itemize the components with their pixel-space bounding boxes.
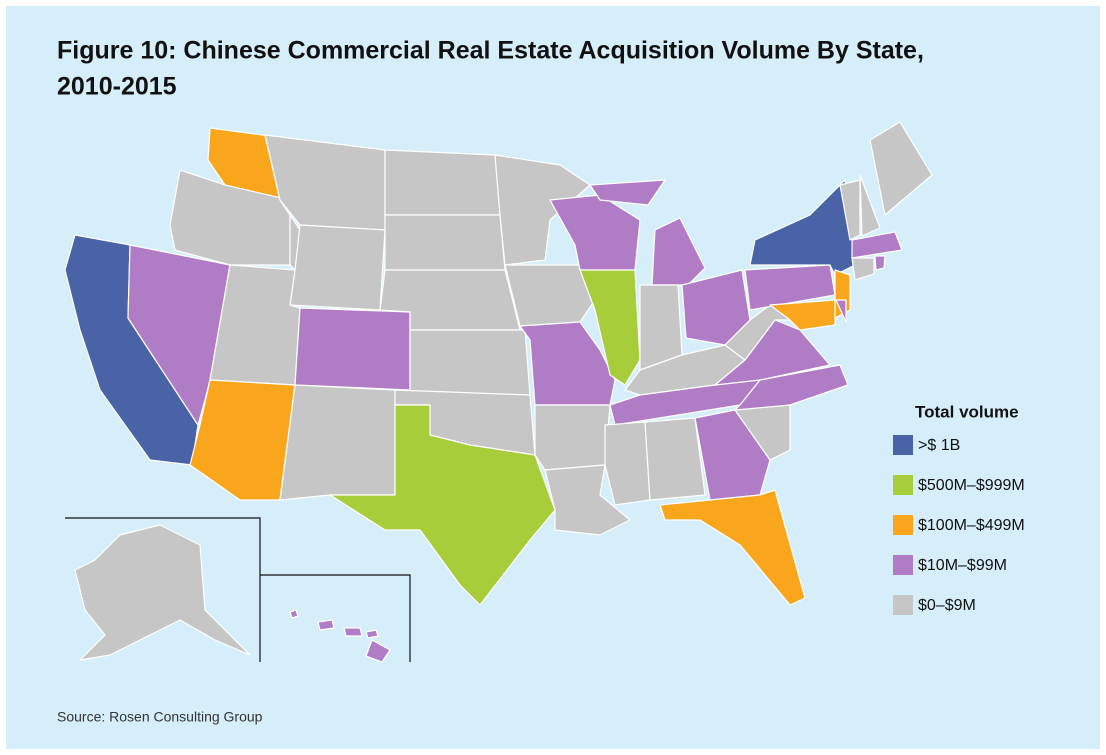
state <box>384 214 506 271</box>
state <box>279 384 396 501</box>
state <box>504 264 596 327</box>
state <box>859 174 881 237</box>
state <box>651 217 706 286</box>
source: Source: Rosen Consulting Group <box>57 709 263 725</box>
state <box>694 409 771 501</box>
legend-label: $500M–$999M <box>918 477 1025 494</box>
state <box>835 299 847 323</box>
state <box>659 489 806 606</box>
state <box>839 179 861 241</box>
legend: >$ 1B $500M–$999M $100M–$499M $10M–$99M $0–$… <box>893 435 1025 615</box>
state <box>343 627 363 637</box>
state <box>589 179 666 206</box>
legend-label: $0–$9M <box>918 597 976 614</box>
inset-border <box>65 517 261 662</box>
state <box>519 321 616 406</box>
legend-label: >$ 1B <box>918 437 960 454</box>
state <box>317 619 335 631</box>
state <box>169 169 291 266</box>
state <box>544 464 631 536</box>
state <box>869 121 933 216</box>
state <box>579 269 641 386</box>
legend-swatch <box>893 435 913 455</box>
state <box>74 524 251 661</box>
title-line: Figure 10: Chinese Commercial Real Estat… <box>57 37 924 65</box>
state <box>494 154 591 266</box>
state <box>384 149 501 216</box>
legend-swatch <box>893 555 913 575</box>
state <box>749 179 856 276</box>
state <box>365 639 391 663</box>
state <box>851 231 903 259</box>
state <box>644 417 706 501</box>
state <box>769 299 836 331</box>
state <box>294 307 411 391</box>
legend-title: Total volume <box>915 402 1019 421</box>
state <box>534 404 611 471</box>
state <box>409 329 531 396</box>
state <box>604 421 651 506</box>
inset-border <box>260 574 411 662</box>
state <box>874 255 886 271</box>
legend-swatch <box>893 515 913 535</box>
legend-swatch <box>893 595 913 615</box>
state <box>365 629 379 639</box>
legend-label: $10M–$99M <box>918 557 1007 574</box>
legend-label: $100M–$499M <box>918 517 1025 534</box>
state <box>851 257 875 281</box>
state-map <box>64 121 933 663</box>
title-line: 2010-2015 <box>57 73 177 101</box>
state <box>289 224 386 311</box>
legend-swatch <box>893 475 913 495</box>
state <box>329 404 556 606</box>
state <box>289 609 299 619</box>
